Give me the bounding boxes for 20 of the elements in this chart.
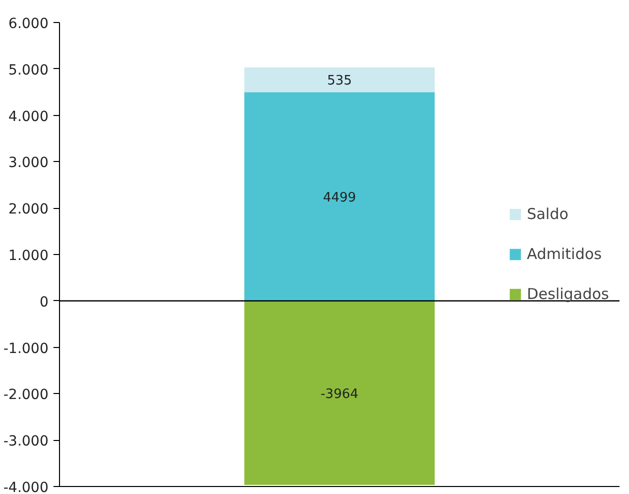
y-tick-label: 5.000	[8, 62, 49, 78]
y-tick-label: 0	[40, 294, 49, 310]
data-label: 535	[327, 74, 352, 89]
y-tick-label: 3.000	[8, 155, 49, 172]
y-tick-label: -2.000	[3, 387, 49, 404]
bar	[244, 300, 435, 485]
legend-label: Saldo	[526, 205, 568, 223]
y-tick-label: 6.000	[8, 16, 49, 32]
y-tick-label: 2.000	[8, 202, 49, 218]
y-tick-label: -1.000	[3, 340, 49, 357]
data-label: 4499	[322, 190, 356, 206]
legend-label: Desligados	[526, 285, 609, 303]
data-label: -3964	[320, 386, 358, 402]
legend-label: Admitidos	[526, 245, 602, 263]
bar	[244, 92, 435, 301]
bar	[244, 67, 435, 92]
y-tick-label: 1.000	[8, 248, 49, 264]
y-tick-label: -3.000	[3, 434, 49, 450]
y-tick-label: 4.000	[8, 108, 49, 125]
y-tick-label: -4.000	[3, 480, 49, 494]
